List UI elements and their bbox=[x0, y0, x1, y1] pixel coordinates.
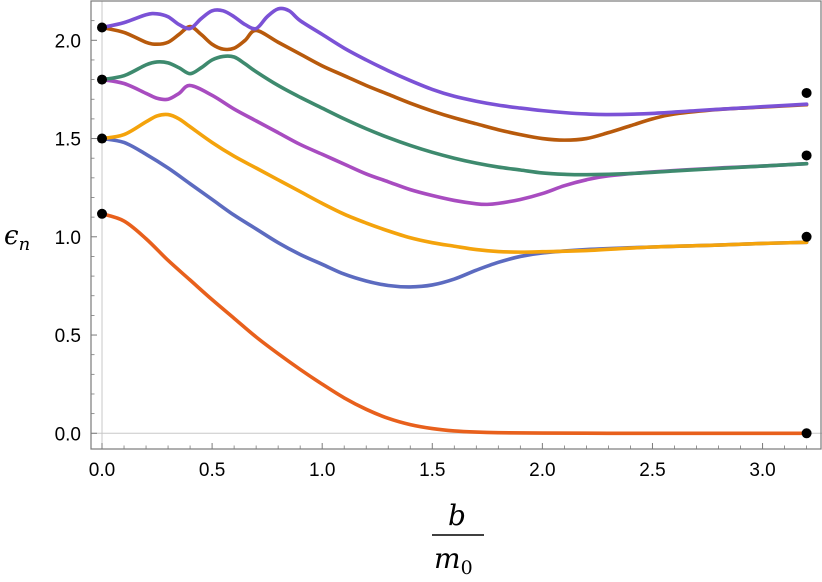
x-axis-ticks: 0.0 0.5 1.0 1.5 2.0 2.5 3.0 bbox=[89, 443, 807, 481]
marker-left-1 bbox=[97, 208, 108, 219]
marker-left-2 bbox=[97, 133, 108, 144]
y-axis-label-subscript: n bbox=[19, 234, 31, 255]
series-line-7 bbox=[100, 6, 809, 117]
svg-text:m0: m0 bbox=[434, 542, 473, 579]
x-tick-label: 0.0 bbox=[89, 460, 115, 481]
series-line-5 bbox=[100, 54, 809, 177]
x-tick-label: 1.0 bbox=[309, 460, 335, 481]
y-tick-label: 2.0 bbox=[55, 31, 81, 52]
marker-right-4 bbox=[801, 87, 812, 98]
marker-right-1 bbox=[801, 428, 812, 439]
y-tick-label: 0.0 bbox=[55, 424, 81, 445]
x-tick-label: 3.0 bbox=[749, 460, 775, 481]
marker-right-2 bbox=[801, 231, 812, 242]
series-line-4 bbox=[100, 77, 809, 207]
endpoint-markers bbox=[97, 22, 812, 439]
x-axis-label-denominator-subscript: 0 bbox=[461, 557, 473, 579]
marker-left-3 bbox=[97, 74, 108, 85]
y-axis-label-symbol: ϵ bbox=[4, 221, 19, 251]
y-axis-ticks: 0.0 0.5 1.0 1.5 2.0 bbox=[55, 20, 97, 445]
series-line-1 bbox=[100, 212, 809, 436]
marker-right-3 bbox=[801, 150, 812, 161]
y-tick-label: 1.0 bbox=[55, 228, 81, 249]
x-axis-label-numerator: b bbox=[448, 499, 466, 532]
series-line-3 bbox=[100, 112, 809, 254]
y-tick-label: 1.5 bbox=[55, 130, 81, 151]
svg-text:ϵn: ϵn bbox=[4, 221, 30, 255]
plot-frame bbox=[90, 0, 822, 450]
y-axis-label: ϵn bbox=[4, 221, 30, 255]
y-tick-label: 0.5 bbox=[55, 326, 81, 347]
x-axis-label-denominator-symbol: m bbox=[434, 542, 461, 575]
marker-left-4 bbox=[97, 22, 108, 33]
x-tick-label: 2.5 bbox=[639, 460, 665, 481]
series-layer bbox=[100, 6, 809, 436]
x-tick-label: 2.0 bbox=[529, 460, 555, 481]
series-line-6 bbox=[100, 24, 809, 142]
x-tick-label: 0.5 bbox=[199, 460, 225, 481]
x-axis-label: b m0 bbox=[432, 499, 484, 579]
series-line-2 bbox=[100, 136, 809, 289]
x-tick-label: 1.5 bbox=[419, 460, 445, 481]
